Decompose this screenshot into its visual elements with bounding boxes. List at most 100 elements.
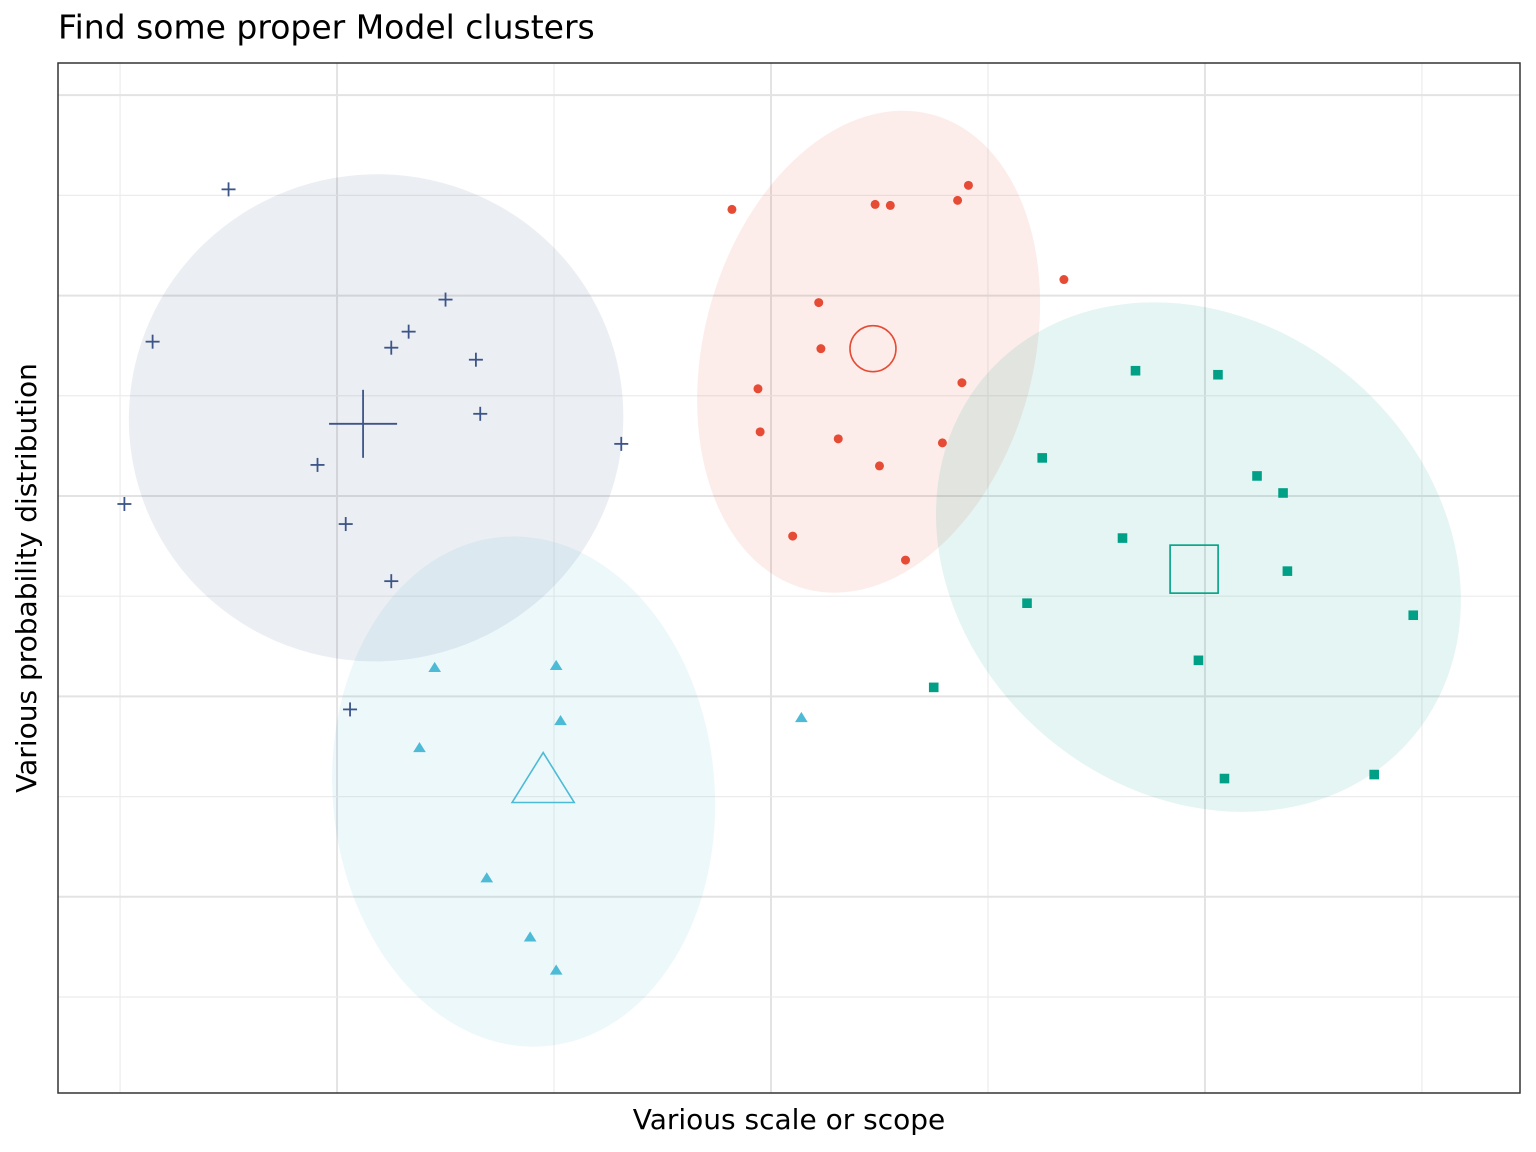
square-marker [1369, 769, 1379, 780]
circle-marker [937, 438, 947, 448]
square-marker [1219, 773, 1230, 784]
circle-marker [963, 180, 973, 190]
square-shape [1193, 655, 1204, 666]
chart-title: Find some proper Model clusters [58, 8, 595, 47]
circle-shape [755, 427, 765, 437]
circle-marker [833, 434, 843, 444]
square-marker [1408, 610, 1419, 621]
triangle-marker [549, 659, 563, 671]
circle-marker [816, 344, 826, 354]
y-axis-label: Various probability distribution [10, 363, 43, 793]
square-marker [1193, 655, 1204, 666]
plus-marker [473, 406, 488, 421]
square-shape [1117, 533, 1128, 543]
plus-marker [117, 496, 132, 511]
plus-marker [384, 574, 399, 589]
circle-shape [901, 555, 911, 565]
square-marker [928, 682, 939, 693]
triangle-shape [549, 964, 563, 975]
circle-marker [849, 324, 897, 373]
circle-shape [937, 438, 947, 448]
triangle-shape [428, 661, 441, 673]
triangle-shape [480, 872, 494, 883]
plot-frame [57, 62, 1521, 1094]
square-shape [1022, 598, 1032, 609]
circle-shape [833, 434, 843, 444]
circle-shape [1059, 275, 1069, 285]
triangle-marker [554, 714, 567, 726]
confidence-ellipse [128, 174, 624, 662]
circle-shape [814, 298, 824, 308]
plus-marker [468, 352, 483, 367]
triangle-shape [795, 711, 808, 723]
square-shape [1252, 471, 1262, 481]
circle-marker [755, 427, 765, 437]
square-shape [1282, 566, 1293, 576]
plus-marker [438, 292, 453, 307]
triangle-marker [413, 741, 426, 753]
circle-marker [885, 200, 895, 210]
square-marker [1117, 533, 1128, 543]
square-marker [1213, 369, 1223, 380]
circle-shape [953, 195, 963, 205]
square-shape [1169, 544, 1219, 594]
square-shape [1369, 769, 1379, 780]
square-shape [1278, 488, 1288, 498]
x-axis-label: Various scale or scope [633, 1103, 946, 1136]
circle-shape [874, 461, 884, 471]
square-shape [928, 682, 939, 693]
confidence-ellipse [935, 302, 1461, 812]
circle-marker [870, 199, 880, 209]
triangle-marker [510, 751, 576, 804]
plus-marker [329, 389, 398, 458]
square-marker [1169, 544, 1219, 594]
circle-marker [788, 531, 798, 541]
square-shape [1408, 610, 1419, 621]
confidence-ellipse [697, 110, 1041, 593]
triangle-shape [523, 931, 537, 942]
triangle-shape [413, 741, 426, 753]
square-marker [1282, 566, 1293, 576]
triangle-marker [428, 661, 441, 673]
circle-marker [727, 204, 737, 214]
plus-marker [221, 182, 236, 197]
triangle-marker [523, 931, 537, 942]
circle-marker [957, 378, 967, 388]
plus-marker [401, 324, 416, 339]
circle-marker [901, 555, 911, 565]
circle-shape [870, 199, 880, 209]
plus-marker [384, 340, 399, 355]
circle-marker [1059, 275, 1069, 285]
circle-shape [788, 531, 798, 541]
confidence-ellipse [332, 536, 716, 1047]
square-shape [1219, 773, 1230, 784]
square-marker [1130, 365, 1141, 376]
square-shape [1037, 453, 1048, 463]
triangle-shape [554, 714, 567, 726]
triangle-shape [549, 659, 563, 671]
circle-marker [953, 195, 963, 205]
square-shape [1130, 365, 1141, 376]
circle-shape [816, 344, 826, 354]
circle-marker [753, 384, 763, 394]
square-marker [1022, 598, 1032, 609]
circle-marker [814, 298, 824, 308]
plus-marker [343, 702, 358, 717]
circle-shape [885, 200, 895, 210]
square-marker [1278, 488, 1288, 498]
circle-shape [957, 378, 967, 388]
triangle-marker [549, 964, 563, 975]
square-shape [1213, 369, 1223, 380]
circle-shape [753, 384, 763, 394]
triangle-marker [795, 711, 808, 723]
plus-marker [614, 436, 629, 451]
circle-shape [963, 180, 973, 190]
triangle-marker [480, 872, 494, 883]
plus-marker [310, 457, 325, 472]
square-marker [1252, 471, 1262, 481]
square-marker [1037, 453, 1048, 463]
plus-marker [338, 517, 353, 532]
circle-shape [849, 324, 897, 373]
plus-marker [145, 334, 160, 349]
